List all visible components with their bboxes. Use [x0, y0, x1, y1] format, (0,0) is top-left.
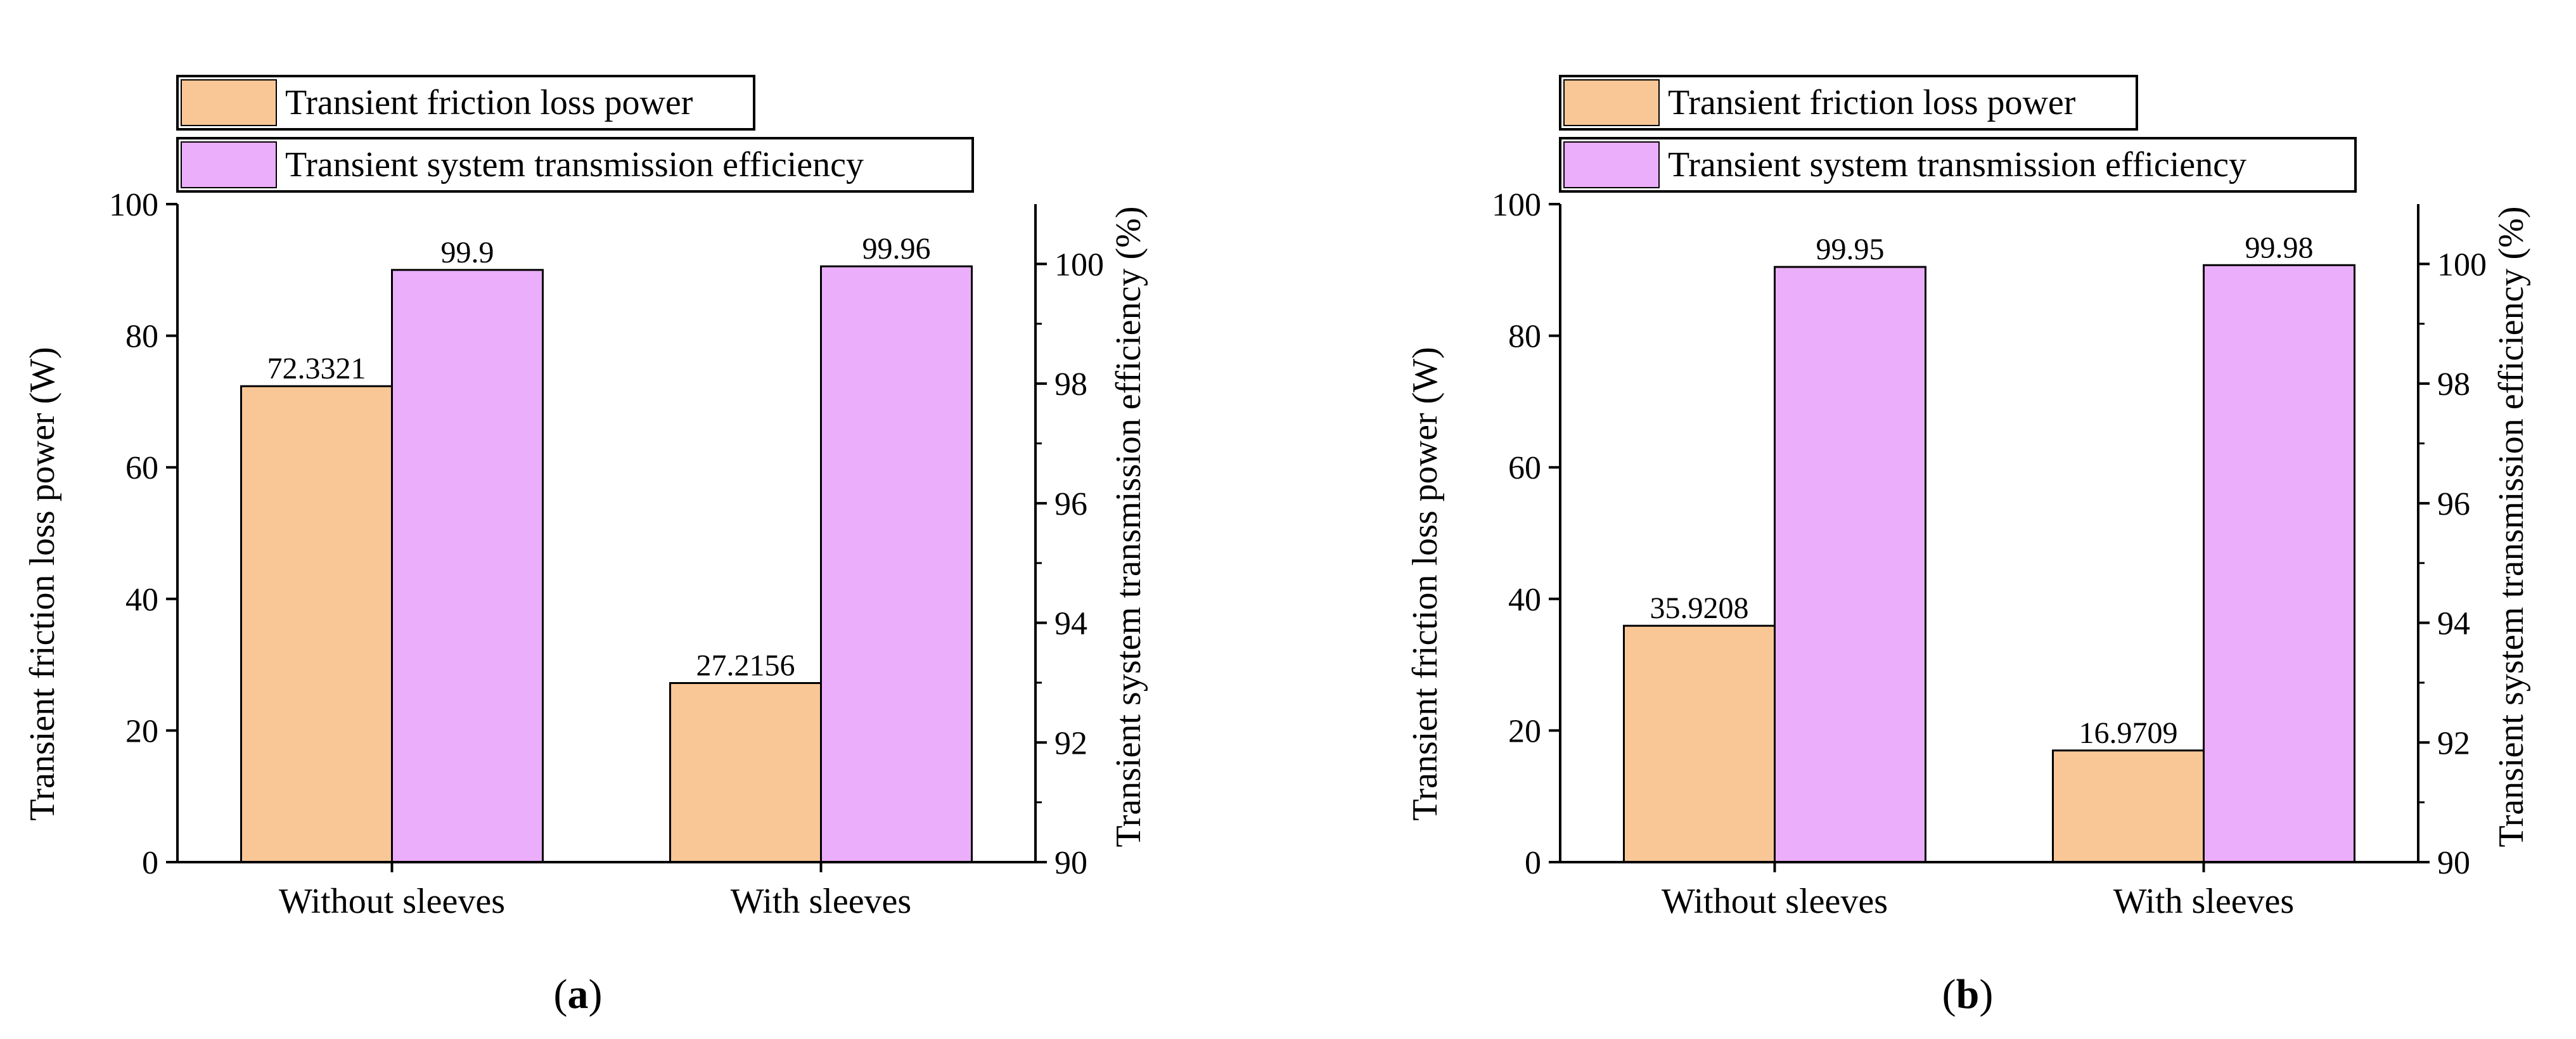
y-left-tick-label: 20 — [1508, 713, 1541, 749]
legend-swatch — [1563, 79, 1660, 126]
bar-transmission-efficiency — [1774, 266, 1926, 863]
y-axis-left-title: Transient friction loss power (W) — [23, 347, 62, 821]
panel-caption: (a) — [554, 971, 603, 1017]
chart-panel-b: Transient friction loss power Transient s… — [1406, 75, 2531, 1017]
legend-item[interactable]: Transient friction loss power — [1559, 75, 2138, 131]
y-right-tick-label: 96 — [2437, 486, 2470, 522]
y-left-tick-label: 40 — [1508, 582, 1541, 618]
legend-item[interactable]: Transient friction loss power — [176, 75, 755, 131]
y-right-tick-label: 94 — [1054, 606, 1087, 642]
y-axis-left-title: Transient friction loss power (W) — [1406, 347, 1445, 821]
x-tick-label: With sleeves — [731, 882, 911, 921]
bar-transmission-efficiency — [820, 265, 973, 863]
bar-friction-loss — [1623, 624, 1776, 863]
y-left-tick-label: 0 — [142, 845, 158, 881]
panel-caption: (b) — [1942, 971, 1994, 1017]
bar-transmission-efficiency — [391, 269, 544, 863]
x-tick-label: Without sleeves — [1662, 882, 1888, 921]
legend-label: Transient friction loss power — [1668, 83, 2076, 122]
y-right-tick-label: 100 — [2437, 247, 2487, 283]
y-right-tick-label: 96 — [1054, 486, 1087, 522]
bar-transmission-efficiency — [2203, 264, 2355, 863]
y-left-tick-label: 100 — [1492, 187, 1541, 223]
bar-friction-loss — [2052, 749, 2205, 863]
y-right-tick-label: 98 — [2437, 366, 2470, 403]
legend-label: Transient system transmission efficiency — [1668, 145, 2246, 184]
y-right-tick-label: 92 — [1054, 725, 1087, 761]
bar-friction-loss — [240, 385, 393, 863]
legend-item-frame — [176, 137, 974, 193]
legend: Transient friction loss power Transient s… — [1559, 75, 2357, 193]
chart-panel-a: Transient friction loss power Transient s… — [23, 75, 1148, 1017]
data-label: 99.9 — [441, 236, 494, 269]
y-left-tick-label: 80 — [1508, 319, 1541, 355]
data-label: 99.96 — [862, 232, 931, 266]
data-label: 99.95 — [1816, 233, 1885, 266]
y-right-tick-label: 94 — [2437, 606, 2470, 642]
data-label: 27.2156 — [696, 649, 795, 683]
y-right-tick-label: 90 — [2437, 845, 2470, 881]
y-axis-right-title: Transient system transmission efficiency… — [1109, 207, 1148, 848]
x-tick-label: With sleeves — [2113, 882, 2294, 921]
y-left-tick-label: 60 — [125, 450, 158, 486]
data-label: 16.9709 — [2079, 716, 2178, 750]
legend-label: Transient friction loss power — [285, 83, 693, 122]
y-axis-right-title: Transient system transmission efficiency… — [2492, 207, 2531, 848]
y-left-tick-label: 40 — [125, 582, 158, 618]
legend-item-frame — [1559, 137, 2357, 193]
legend-swatch — [1563, 141, 1660, 188]
legend-item[interactable]: Transient system transmission efficiency — [1559, 137, 2357, 193]
data-label: 99.98 — [2245, 231, 2314, 264]
bar-friction-loss — [669, 682, 822, 863]
data-label: 72.3321 — [267, 352, 366, 385]
y-left-tick-label: 0 — [1525, 845, 1541, 881]
y-left-tick-label: 20 — [125, 713, 158, 749]
y-right-tick-label: 92 — [2437, 725, 2470, 761]
y-left-tick-label: 100 — [109, 187, 158, 223]
y-left-tick-label: 60 — [1508, 450, 1541, 486]
legend-swatch — [181, 79, 277, 126]
y-right-tick-label: 100 — [1054, 247, 1104, 283]
legend-swatch — [181, 141, 277, 188]
y-right-tick-label: 90 — [1054, 845, 1087, 881]
legend-item[interactable]: Transient system transmission efficiency — [176, 137, 974, 193]
legend-label: Transient system transmission efficiency — [285, 145, 864, 184]
legend: Transient friction loss power Transient s… — [176, 75, 974, 193]
y-left-tick-label: 80 — [125, 319, 158, 355]
x-tick-label: Without sleeves — [279, 882, 505, 921]
y-right-tick-label: 98 — [1054, 366, 1087, 403]
data-label: 35.9208 — [1650, 591, 1749, 625]
